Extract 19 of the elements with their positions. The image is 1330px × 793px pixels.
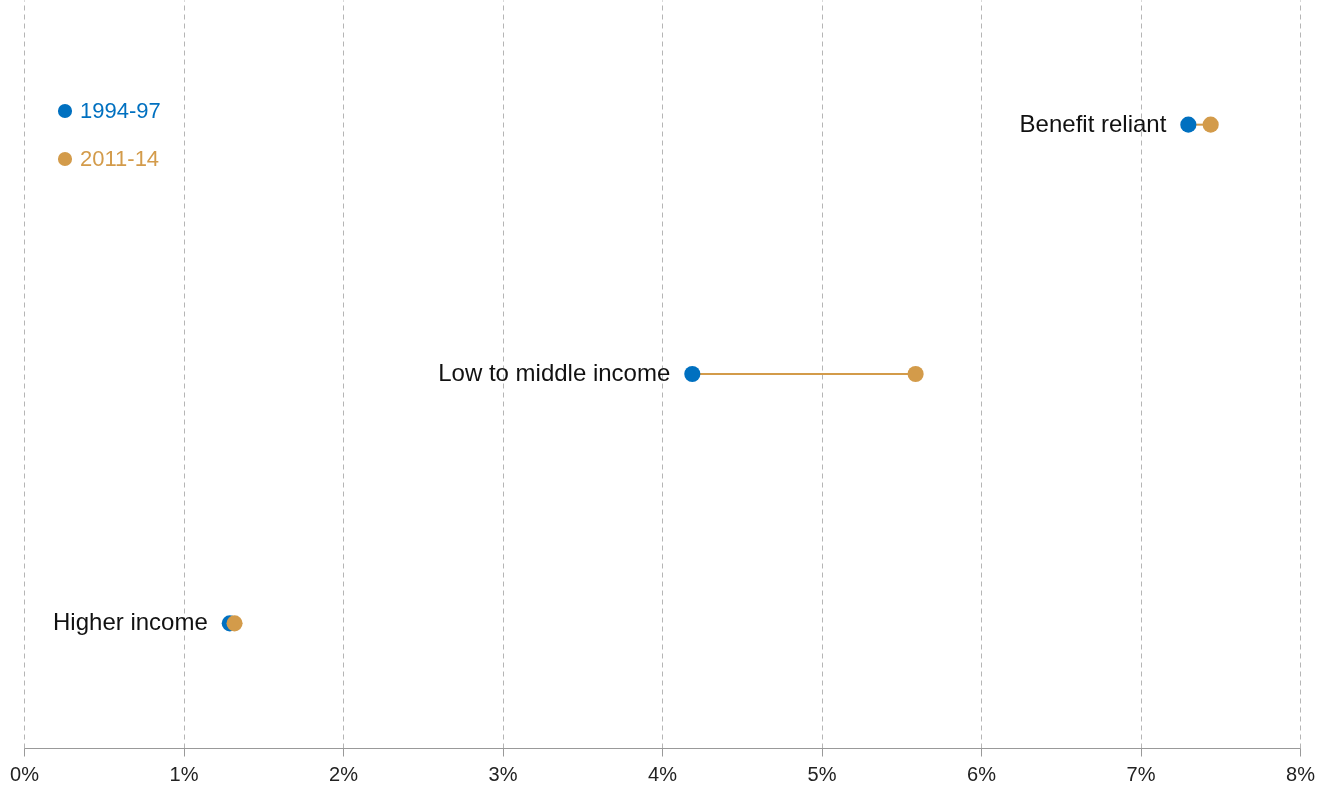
- x-tick-label: 2%: [329, 762, 359, 785]
- x-tick-label: 8%: [1286, 762, 1316, 785]
- x-tick-label: 0%: [10, 762, 40, 785]
- point: [1180, 116, 1197, 133]
- x-tick-label: 3%: [488, 762, 518, 785]
- point: [1202, 116, 1219, 133]
- x-tick-label: 6%: [967, 762, 997, 785]
- x-tick-label: 7%: [1126, 762, 1156, 785]
- legend-label: 1994-97: [80, 98, 161, 123]
- x-tick-label: 1%: [169, 762, 199, 785]
- point: [684, 365, 701, 383]
- y-tick-label: Benefit reliant: [1019, 109, 1167, 137]
- legend-label: 2011-14: [80, 146, 160, 171]
- x-tick-label: 4%: [648, 762, 678, 785]
- point: [226, 615, 243, 632]
- y-tick-label: Low to middle income: [438, 359, 671, 386]
- y-tick-label: Higher income: [53, 608, 208, 636]
- point: [907, 365, 924, 383]
- x-tick-label: 5%: [807, 762, 837, 785]
